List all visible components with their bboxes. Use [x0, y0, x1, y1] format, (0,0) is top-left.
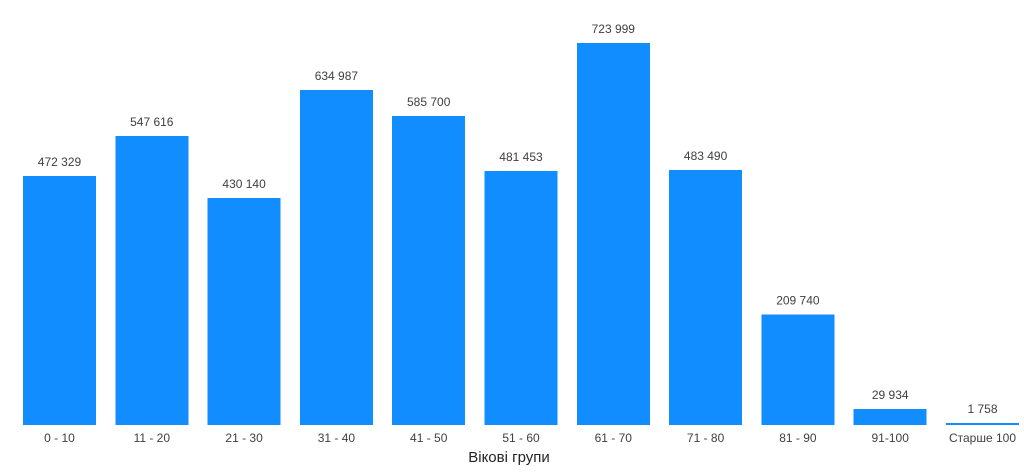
- bar-0-10[interactable]: [23, 175, 96, 425]
- data-label-31-40: 634 987: [315, 69, 359, 83]
- x-axis-ticks: 0 - 10 11 - 20 21 - 30 31 - 40 41 - 50 51 - 6…: [44, 431, 1016, 445]
- x-tick-41-50: 41 - 50: [410, 431, 448, 445]
- data-label-51-60: 481 453: [499, 150, 543, 164]
- x-tick-91-100: 91-100: [872, 431, 910, 445]
- x-tick-11-20: 11 - 20: [134, 431, 171, 445]
- data-label-41-50: 585 700: [407, 95, 451, 109]
- bar-91-100[interactable]: [853, 409, 927, 425]
- x-tick-31-40: 31 - 40: [318, 431, 356, 445]
- x-axis-title: Вікові групи: [468, 449, 550, 466]
- data-labels-layer: 472 329 547 616 430 140 634 987 585 700 481 4…: [38, 22, 998, 416]
- x-tick-0-10: 0 - 10: [44, 431, 75, 445]
- data-label-91-100: 29 934: [872, 388, 909, 402]
- bar-11-20[interactable]: [115, 136, 189, 425]
- bars-layer: [23, 43, 1019, 425]
- bar-старше-100[interactable]: [946, 423, 1019, 425]
- bar-41-50[interactable]: [392, 116, 466, 425]
- x-tick-61-70: 61 - 70: [595, 431, 633, 445]
- x-tick-51-60: 51 - 60: [502, 431, 540, 445]
- data-label-61-70: 723 999: [592, 22, 636, 36]
- x-tick-старше-100: Старше 100: [949, 431, 1016, 445]
- bar-31-40[interactable]: [299, 90, 373, 425]
- data-label-0-10: 472 329: [38, 155, 82, 169]
- bar-81-90[interactable]: [761, 314, 835, 425]
- x-tick-71-80: 71 - 80: [687, 431, 725, 445]
- data-label-11-20: 547 616: [130, 115, 174, 129]
- data-label-71-80: 483 490: [684, 149, 728, 163]
- x-tick-81-90: 81 - 90: [779, 431, 817, 445]
- bar-21-30[interactable]: [207, 198, 281, 425]
- data-label-21-30: 430 140: [222, 177, 266, 191]
- bar-61-70[interactable]: [576, 43, 650, 425]
- data-label-81-90: 209 740: [776, 293, 820, 307]
- data-label-старше-100: 1 758: [967, 402, 997, 416]
- x-tick-21-30: 21 - 30: [225, 431, 263, 445]
- bar-51-60[interactable]: [484, 171, 558, 425]
- bar-71-80[interactable]: [669, 169, 743, 425]
